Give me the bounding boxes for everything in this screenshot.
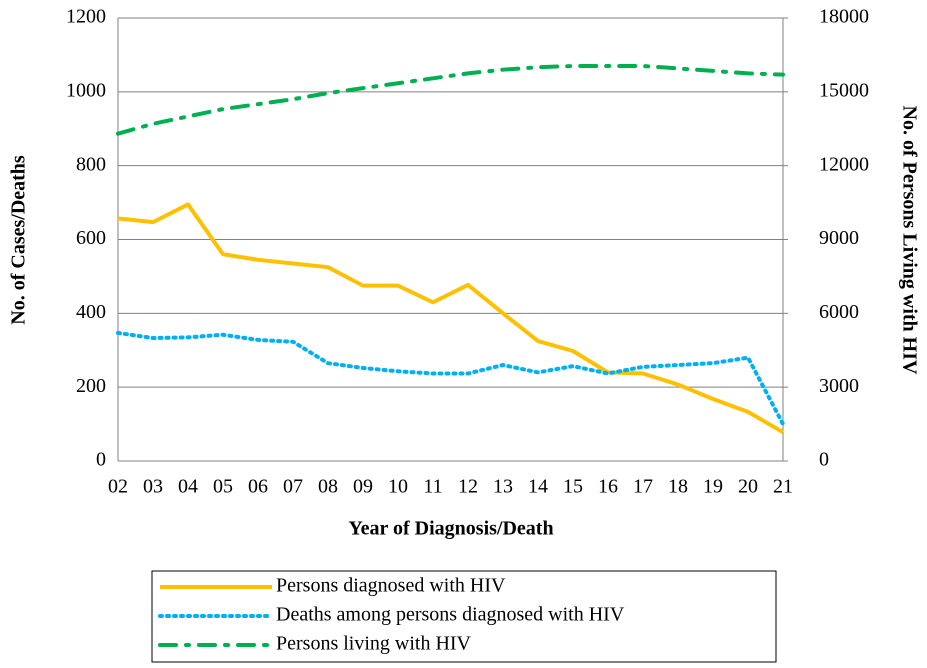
x-tick-label: 18 <box>668 476 688 498</box>
x-tick-label: 12 <box>458 476 478 498</box>
x-tick-label: 15 <box>563 476 583 498</box>
y2-tick-label: 3000 <box>819 375 859 397</box>
x-tick-label: 02 <box>108 476 128 498</box>
series-line <box>116 330 785 427</box>
x-tick-label: 14 <box>528 476 548 498</box>
y-tick-label: 800 <box>76 153 106 175</box>
legend-label: Persons living with HIV <box>276 633 472 655</box>
x-tick-label: 21 <box>773 476 793 498</box>
legend-frame <box>151 570 777 663</box>
y-tick-label: 600 <box>76 227 106 249</box>
y2-tick-label: 6000 <box>819 301 859 323</box>
x-tick-label: 07 <box>283 476 303 498</box>
x-tick-label: 10 <box>388 476 408 498</box>
y-tick-label: 1200 <box>66 6 106 28</box>
y-tick-label: 1000 <box>66 79 106 101</box>
y2-tick-label: 9000 <box>819 227 859 249</box>
x-tick-label: 06 <box>248 476 268 498</box>
x-tick-label: 11 <box>423 476 442 498</box>
x-axis-title: Year of Diagnosis/Death <box>348 518 553 540</box>
y2-axis-title: No. of Persons Living with HIV <box>898 106 920 375</box>
y-axis-title: No. of Cases/Deaths <box>8 155 30 325</box>
y-tick-label: 400 <box>76 301 106 323</box>
y2-tick-label: 18000 <box>819 6 869 28</box>
y-tick-label: 0 <box>96 449 106 471</box>
series-line <box>117 202 785 434</box>
x-tick-label: 08 <box>318 476 338 498</box>
x-tick-label: 13 <box>493 476 513 498</box>
legend-label: Deaths among persons diagnosed with HIV <box>276 604 625 626</box>
series-line <box>116 63 785 136</box>
x-tick-label: 17 <box>633 476 653 498</box>
x-tick-label: 05 <box>213 476 233 498</box>
y-tick-label: 200 <box>76 375 106 397</box>
y2-tick-label: 15000 <box>819 79 869 101</box>
x-tick-label: 04 <box>178 476 198 498</box>
x-tick-label: 19 <box>703 476 723 498</box>
x-tick-label: 03 <box>143 476 163 498</box>
y2-tick-label: 12000 <box>819 153 869 175</box>
x-tick-label: 16 <box>598 476 618 498</box>
legend-label: Persons diagnosed with HIV <box>276 575 506 597</box>
x-tick-label: 20 <box>738 476 758 498</box>
x-tick-label: 09 <box>353 476 373 498</box>
y2-tick-label: 0 <box>819 449 829 471</box>
